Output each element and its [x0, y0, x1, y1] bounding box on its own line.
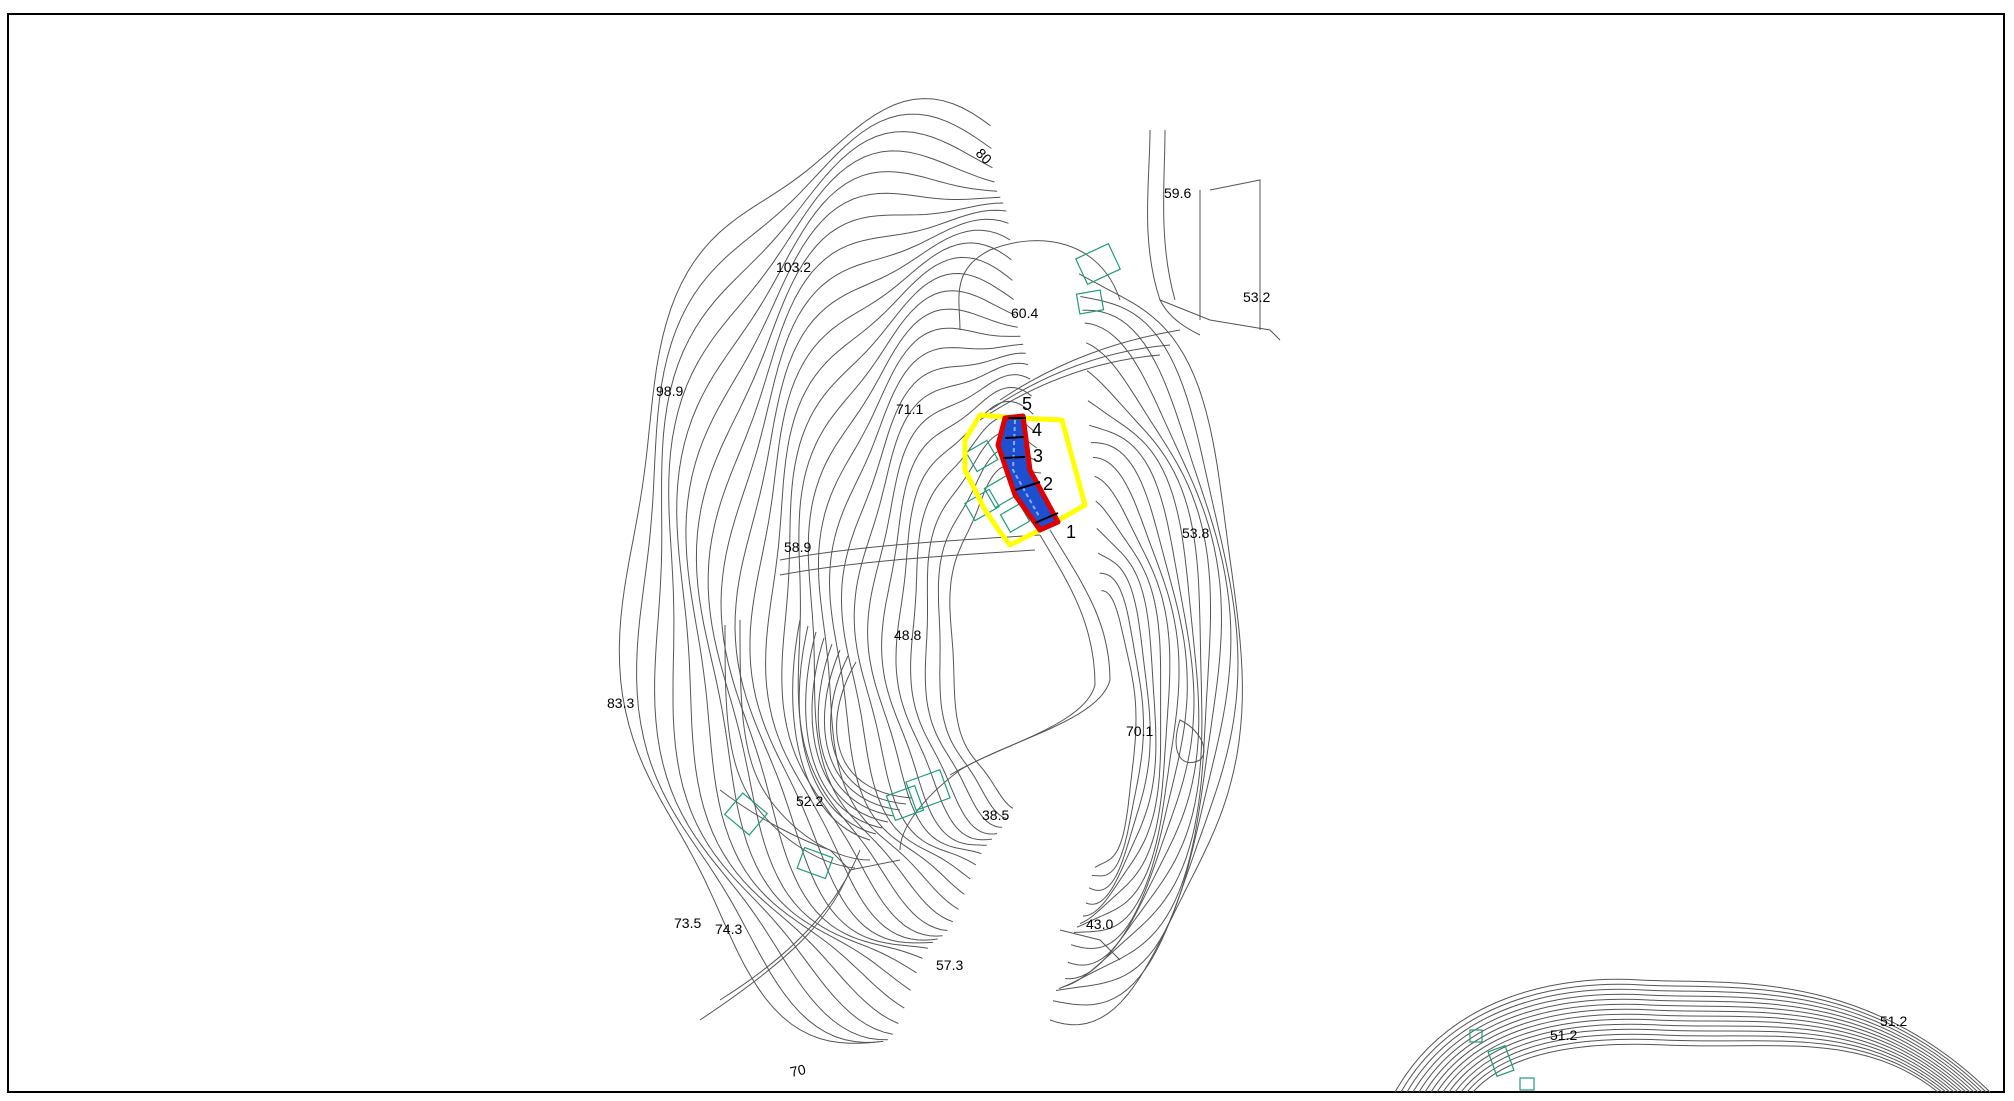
elevation-label: 57.3 [936, 957, 963, 973]
contour-line [676, 171, 998, 1024]
contour-line [695, 202, 1004, 991]
contour-line [1454, 1028, 1951, 1093]
contour-line [818, 327, 1021, 910]
elevation-label: 70.1 [1126, 723, 1153, 739]
buildings [723, 242, 1535, 1091]
contour-line [867, 374, 1031, 855]
contour-line [1070, 424, 1195, 949]
channel-outline [995, 413, 1061, 533]
contour-line [1091, 572, 1145, 877]
elevation-label: 51.2 [1550, 1027, 1577, 1043]
contour-line [765, 256, 1013, 941]
contour-line [781, 272, 1014, 937]
contour-line [1064, 370, 1203, 980]
contour-line [720, 218, 1009, 959]
contour-line [685, 192, 1001, 1009]
section-label: 3 [1033, 446, 1043, 466]
contour-line [734, 229, 1011, 949]
section-labels: 5 4 3 2 1 [1022, 394, 1076, 542]
elevation-label: 70 [789, 1061, 808, 1080]
contour-line [792, 619, 871, 841]
contour-line [749, 242, 1012, 944]
contour-line [817, 643, 895, 817]
contour-line [1430, 1008, 1967, 1093]
contour-line [798, 625, 877, 835]
contour-line [1061, 342, 1211, 988]
contour-line [668, 150, 995, 1035]
contour-line [797, 290, 1016, 931]
elevation-label: 80 [973, 145, 995, 167]
elevation-label: 48.8 [894, 627, 921, 643]
elevation-label: 53.8 [1182, 525, 1209, 541]
elevation-label: 38.5 [982, 807, 1009, 823]
contour-line [1472, 1043, 1939, 1093]
contour-line [1049, 273, 1243, 1026]
contour-line [949, 464, 1042, 809]
contour-line [1394, 978, 1991, 1093]
contour-line [1088, 552, 1151, 891]
contour-lines-lower-right [1394, 978, 1991, 1093]
contour-line [636, 113, 992, 1043]
contour-line [1406, 988, 1983, 1093]
contour-line [840, 352, 1026, 880]
contour-line [1424, 1003, 1971, 1093]
contour-line [1076, 456, 1180, 928]
contour-line [1073, 442, 1188, 933]
contour-line [811, 637, 889, 823]
contour-line [618, 98, 991, 1044]
elevation-label: 73.5 [674, 915, 701, 931]
elevation-label: 71.1 [896, 401, 923, 417]
section-ticks [1002, 417, 1059, 524]
contour-line [1055, 309, 1232, 991]
elevation-label: 53.2 [1243, 289, 1270, 305]
contour-line [853, 362, 1029, 866]
elevation-label: 43.0 [1086, 916, 1113, 932]
section-label: 4 [1032, 420, 1042, 440]
contour-line [1448, 1023, 1955, 1093]
contour-line [1436, 1013, 1963, 1093]
elevation-labels: 80 59.6 103.2 53.2 60.4 98.9 71.1 53.8 5… [607, 145, 1907, 1080]
contour-line [807, 308, 1018, 923]
elevation-label: 52.2 [796, 793, 823, 809]
contour-line [1067, 400, 1200, 966]
contour-line [836, 661, 913, 799]
road-network [699, 129, 1281, 1021]
contour-line [1082, 500, 1162, 917]
contour-line [1094, 590, 1137, 868]
contour-line [937, 448, 1039, 820]
contour-line [1442, 1018, 1959, 1093]
contour-line [1052, 296, 1239, 1006]
contour-line [910, 415, 1036, 835]
contour-lines [618, 98, 1243, 1044]
contour-line [828, 343, 1024, 895]
elevation-label: 51.2 [1880, 1013, 1907, 1029]
contour-line [1400, 983, 1987, 1093]
section-label: 1 [1066, 522, 1076, 542]
contour-line [1058, 322, 1223, 990]
elevation-label: 60.4 [1011, 305, 1038, 321]
elevation-label: 83.3 [607, 695, 634, 711]
map-border [7, 13, 2005, 1093]
section-label: 2 [1043, 474, 1053, 494]
elevation-label: 59.6 [1164, 185, 1191, 201]
contour-line [1412, 993, 1979, 1093]
contour-line [707, 209, 1007, 974]
contour-line [1460, 1033, 1947, 1093]
contour-line [881, 386, 1033, 846]
contour-line [654, 131, 993, 1041]
elevation-label: 98.9 [656, 383, 683, 399]
section-label: 5 [1022, 394, 1032, 414]
contour-line [830, 655, 907, 805]
contour-line [805, 631, 883, 829]
contour-line [1079, 475, 1171, 925]
elevation-label: 74.3 [715, 921, 742, 937]
elevation-label: 58.9 [784, 539, 811, 555]
elevation-label: 103.2 [776, 259, 811, 275]
contour-line [824, 649, 901, 811]
contour-line [1085, 528, 1157, 905]
